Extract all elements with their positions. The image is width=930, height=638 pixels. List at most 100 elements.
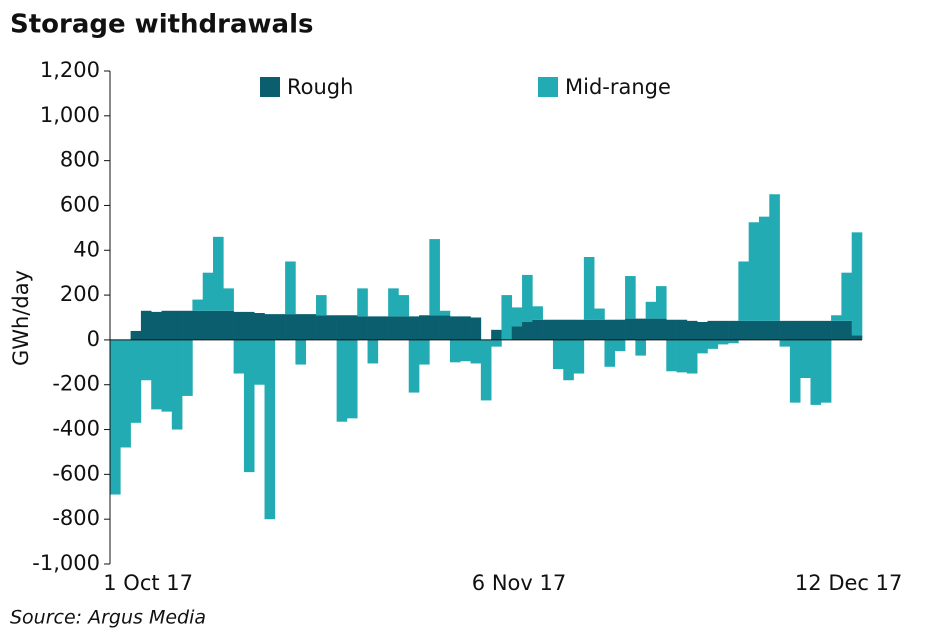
bar: [429, 315, 440, 340]
bar: [748, 222, 760, 321]
bar: [192, 310, 204, 340]
bar: [295, 314, 307, 340]
bar: [501, 295, 513, 340]
y-tick-label: -400: [52, 417, 100, 441]
bar: [419, 339, 430, 365]
legend-label: Rough: [287, 75, 353, 99]
bar: [697, 321, 708, 340]
bar: [110, 339, 121, 495]
bar: [161, 339, 173, 412]
bar: [408, 339, 420, 393]
bar: [758, 320, 770, 340]
bar: [511, 326, 523, 340]
bar: [233, 311, 245, 340]
bar: [532, 319, 543, 340]
x-tick-label: 12 Dec 17: [795, 571, 902, 595]
bar: [336, 339, 348, 422]
bar: [202, 310, 214, 340]
bar: [460, 339, 471, 362]
bar: [717, 320, 729, 340]
bar: [316, 315, 327, 340]
bar: [666, 339, 677, 372]
y-tick-label: -200: [52, 372, 100, 396]
y-tick-label: 200: [60, 282, 100, 306]
bar: [223, 310, 234, 340]
bar: [388, 288, 399, 317]
bar: [563, 319, 574, 340]
y-tick-label: 600: [60, 192, 100, 216]
bar: [336, 315, 348, 340]
bar: [316, 295, 327, 316]
bar: [738, 261, 749, 321]
bar: [573, 339, 585, 374]
bar: [377, 316, 389, 340]
bar: [841, 320, 852, 340]
bar: [831, 320, 842, 340]
bar: [625, 276, 636, 319]
bar: [789, 339, 801, 403]
bar: [243, 339, 255, 473]
bar: [800, 339, 811, 379]
bar: [542, 319, 554, 340]
bar: [491, 339, 502, 347]
bar: [460, 316, 471, 340]
bar: [182, 310, 193, 340]
bar: [841, 272, 852, 321]
bar: [820, 339, 832, 403]
bar: [213, 310, 224, 340]
y-tick-label: 1,000: [40, 103, 100, 127]
bar: [254, 313, 265, 340]
y-tick-label: 1,200: [40, 58, 100, 82]
bar: [305, 314, 317, 340]
bar: [769, 194, 780, 321]
bar: [552, 319, 564, 340]
bar: [130, 339, 142, 423]
bar: [130, 330, 142, 340]
bar: [583, 319, 595, 340]
x-tick-label: 6 Nov 17: [472, 571, 566, 595]
bar: [676, 319, 688, 340]
bar: [388, 316, 399, 340]
bar: [408, 316, 420, 340]
bar: [470, 339, 482, 364]
x-tick-label: 1 Oct 17: [103, 571, 193, 595]
bar: [367, 316, 379, 340]
bar: [820, 320, 832, 340]
y-tick-label: 0: [87, 327, 100, 351]
source: Source: Argus Media: [10, 607, 206, 629]
bar: [707, 339, 719, 349]
bar: [326, 315, 337, 340]
bar: [491, 329, 502, 340]
bar: [800, 320, 811, 340]
bar: [120, 339, 131, 448]
bar: [439, 310, 451, 316]
bar: [676, 339, 688, 373]
bar: [655, 318, 667, 340]
bar: [233, 339, 245, 374]
y-tick-label: -1,000: [32, 551, 100, 575]
bar: [357, 288, 368, 317]
bar: [140, 339, 152, 381]
bar: [604, 339, 616, 367]
bar: [151, 311, 162, 340]
bar: [171, 310, 183, 340]
bar: [635, 318, 646, 340]
y-axis-label: GWh/day: [9, 270, 33, 366]
bar: [213, 236, 224, 311]
bar: [594, 308, 605, 320]
bar: [202, 272, 214, 311]
bar: [223, 288, 234, 311]
bar: [511, 307, 523, 327]
bar: [161, 310, 173, 340]
bar: [707, 320, 719, 340]
bar: [522, 321, 533, 340]
bar: [789, 320, 801, 340]
bar: [779, 320, 791, 340]
legend-swatch: [260, 77, 280, 97]
bar: [831, 315, 842, 321]
bar: [449, 339, 461, 363]
bar: [182, 339, 193, 396]
bar: [728, 320, 739, 340]
bar: [254, 339, 265, 385]
